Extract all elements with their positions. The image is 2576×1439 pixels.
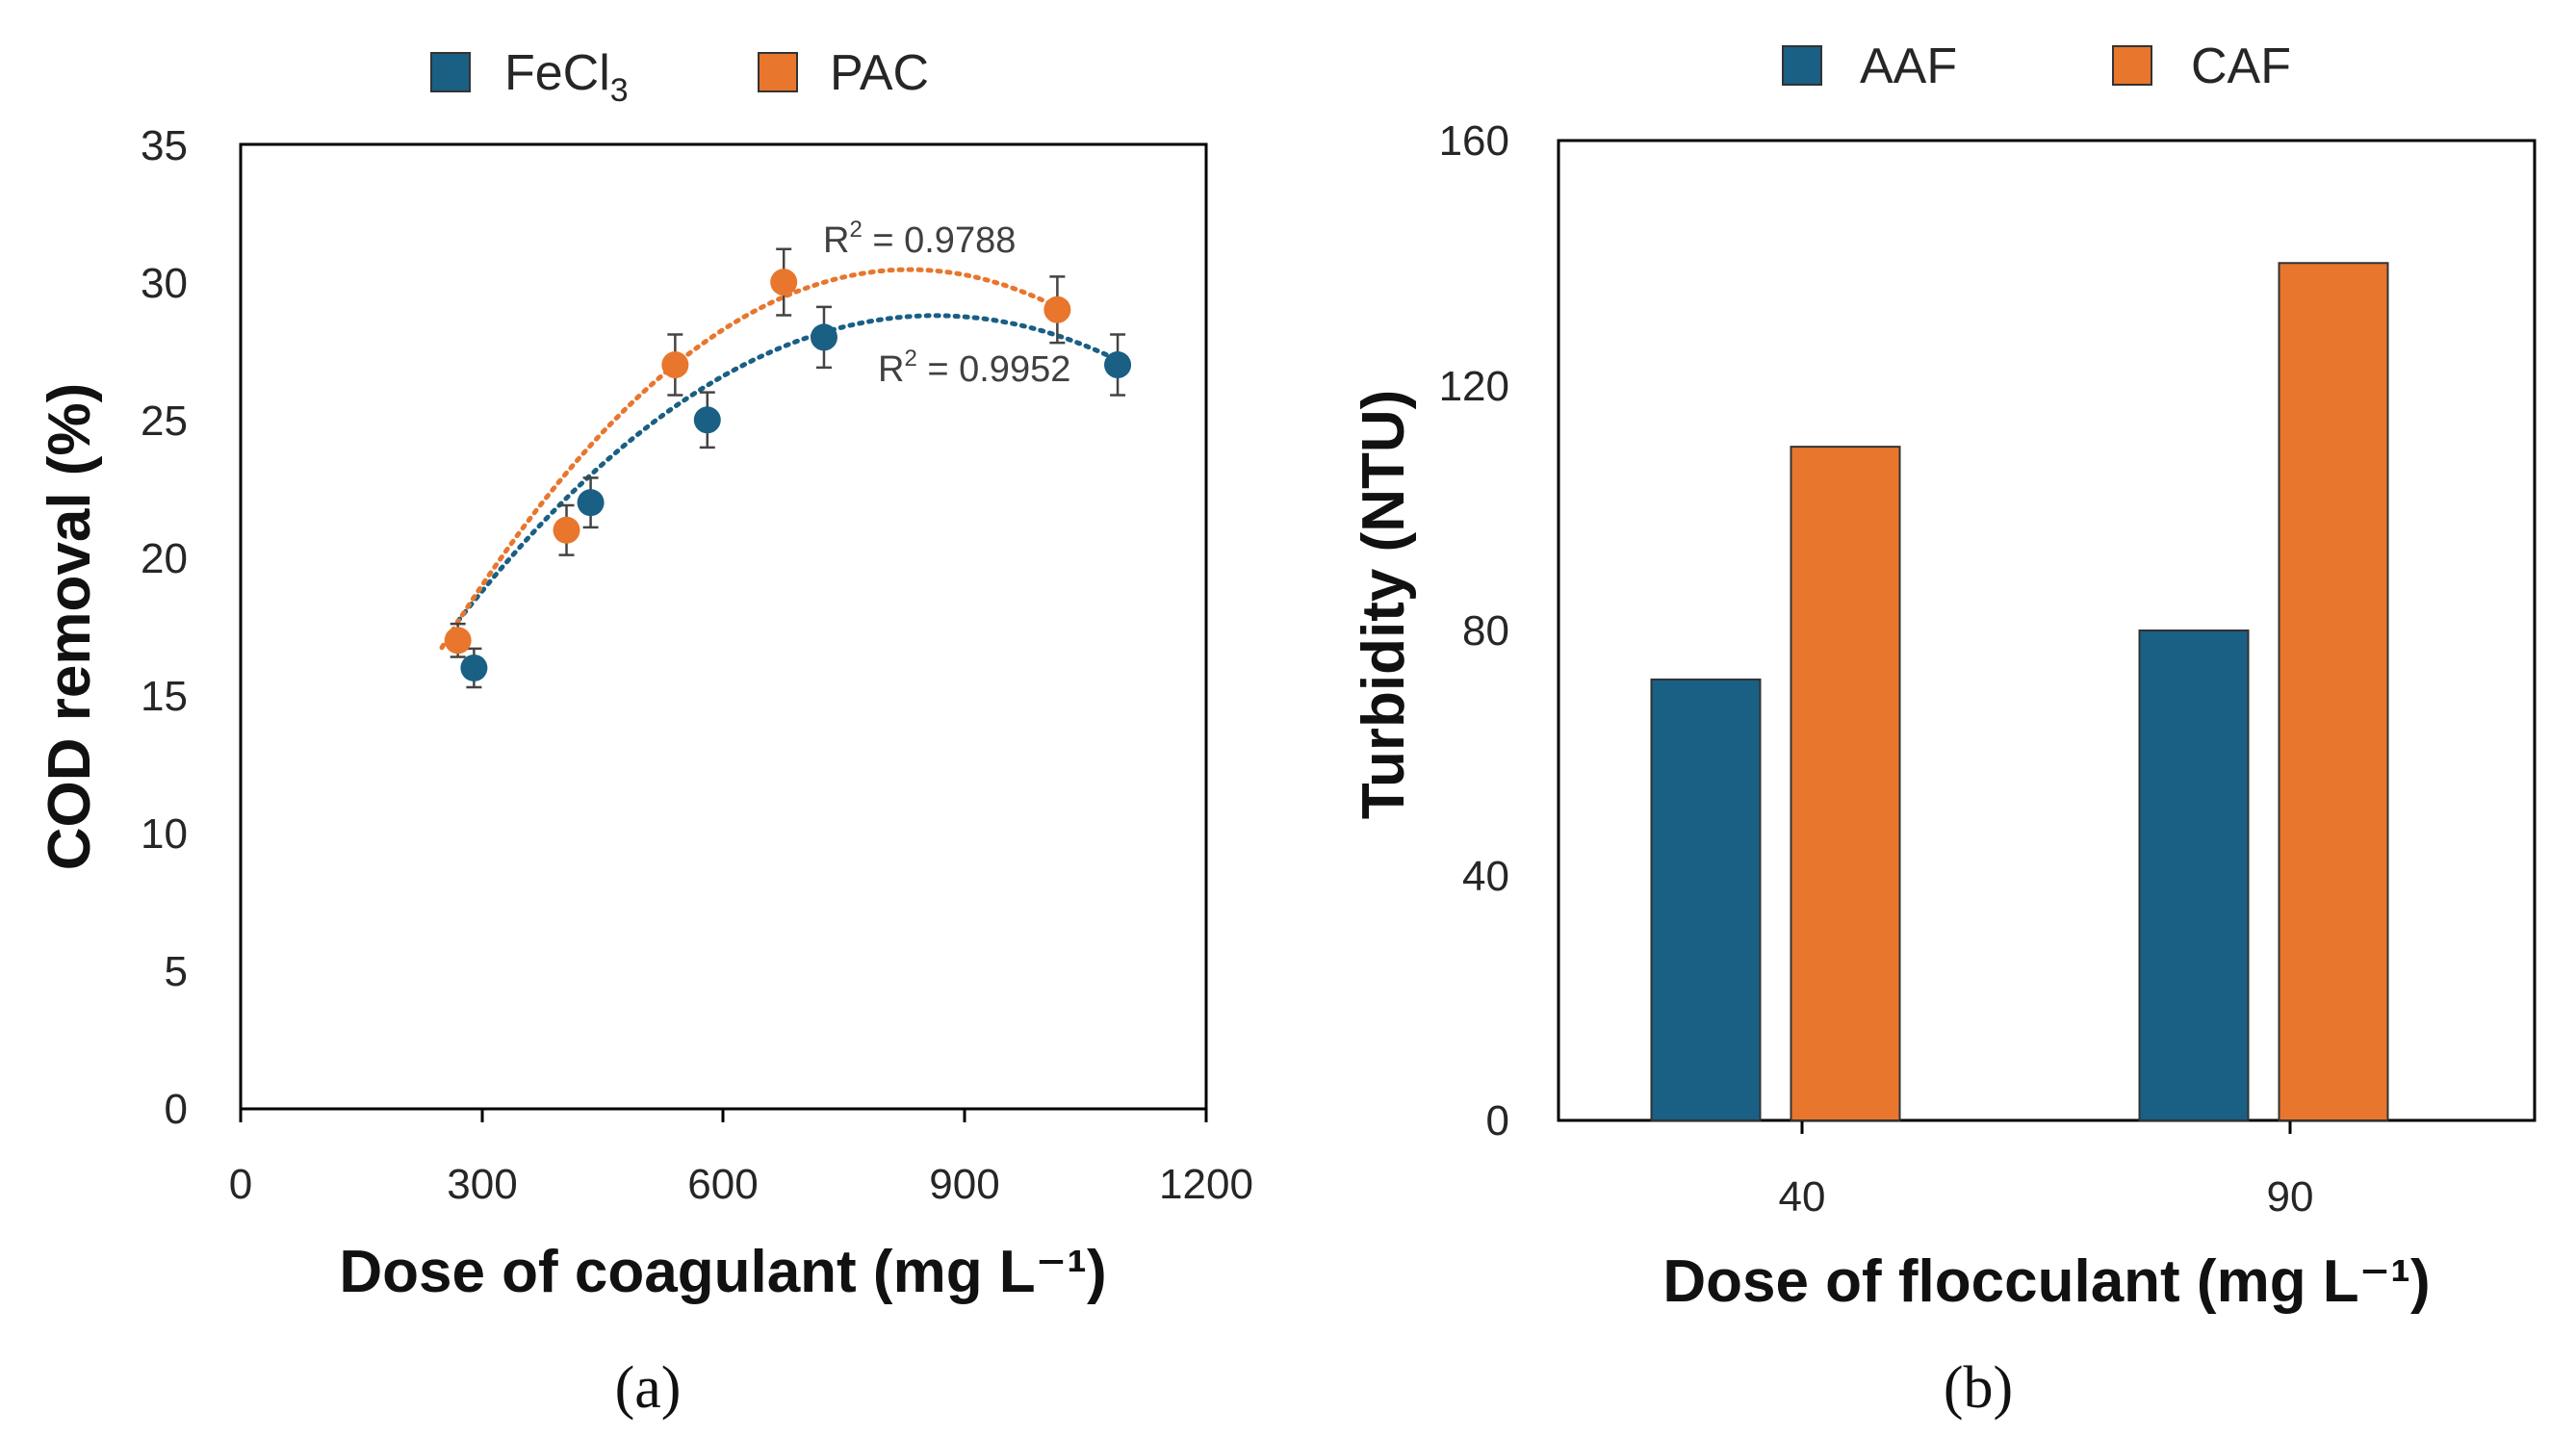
- y-tick-label: 0: [1486, 1097, 1509, 1144]
- legend-a: FeCl3 PAC: [430, 45, 929, 109]
- x-axis-a: 0 300 600 900 1200: [229, 1109, 1253, 1208]
- data-point-fecl3: [1104, 351, 1132, 379]
- y-tick-label: 0: [165, 1086, 188, 1133]
- legend-swatch-pac: [758, 52, 798, 92]
- trendline-fecl3: [455, 313, 1121, 624]
- y-tick-label: 160: [1439, 117, 1509, 165]
- x-axis-title-b: Dose of flocculant (mg L⁻¹): [1662, 1248, 2430, 1315]
- x-tick-label: 900: [929, 1161, 999, 1208]
- y-axis-b: 0 40 80 120 160: [1439, 117, 1509, 1144]
- legend-swatch-caf: [2112, 45, 2152, 86]
- x-tick-label: 300: [447, 1161, 517, 1208]
- legend-label-pac: PAC: [830, 45, 929, 101]
- panel-b: AAF CAF 0 40 80 120 160 40 90 Turbidity …: [1351, 39, 2537, 1421]
- data-point-pac: [444, 627, 472, 655]
- legend-label-aaf: AAF: [1860, 39, 1957, 94]
- x-tick-label: 1200: [1159, 1161, 1253, 1208]
- plot-area-b: [1557, 139, 2537, 1122]
- y-axis-a: 0 5 10 15 20 25 30 35: [141, 122, 188, 1133]
- y-tick-label: 20: [141, 535, 188, 582]
- y-tick-label: 25: [141, 398, 188, 445]
- y-tick-label: 40: [1462, 853, 1509, 900]
- x-tick-label: 0: [229, 1161, 252, 1208]
- panel-label-b: (b): [1944, 1355, 2013, 1421]
- y-axis-title-b: Turbidity (NTU): [1351, 390, 1417, 820]
- y-axis-title-a: COD removal (%): [37, 383, 103, 870]
- data-point-fecl3: [577, 489, 605, 517]
- y-tick-label: 5: [165, 948, 188, 995]
- bar-aaf-90: [2138, 630, 2250, 1121]
- data-point-fecl3: [810, 323, 837, 351]
- legend-label-fecl3: FeCl3: [504, 45, 629, 109]
- y-tick-label: 30: [141, 260, 188, 307]
- x-tick-label: 600: [687, 1161, 758, 1208]
- data-point-pac: [553, 516, 580, 544]
- trendline-pac: [439, 267, 1060, 651]
- data-series-a: [439, 247, 1132, 689]
- bar-caf-40: [1790, 446, 1901, 1121]
- bar-aaf-40: [1650, 678, 1762, 1122]
- legend-label-caf: CAF: [2191, 39, 2291, 94]
- data-point-fecl3: [693, 406, 721, 434]
- data-point-pac: [1043, 296, 1071, 323]
- data-series-b: [1650, 262, 2389, 1122]
- r2-label-pac: R2 = 0.9788: [823, 217, 1016, 261]
- r2-label-fecl3: R2 = 0.9952: [878, 346, 1070, 390]
- x-tick-label: 90: [2267, 1173, 2314, 1221]
- data-point-fecl3: [460, 654, 488, 681]
- x-axis-b: 40 90: [1779, 1120, 2314, 1221]
- legend-swatch-fecl3: [430, 52, 471, 92]
- legend-b: AAF CAF: [1782, 39, 2291, 94]
- y-tick-label: 10: [141, 810, 188, 858]
- y-tick-label: 35: [141, 122, 188, 169]
- legend-swatch-aaf: [1782, 45, 1822, 86]
- panel-a: FeCl3 PAC 0 5 10 15 20 25 30 35 0 300 60…: [37, 45, 1253, 1421]
- data-point-pac: [770, 269, 798, 296]
- y-tick-label: 15: [141, 673, 188, 720]
- data-point-pac: [661, 351, 689, 379]
- plot-area-a: [239, 142, 1208, 1111]
- bar-caf-90: [2278, 262, 2389, 1121]
- x-axis-title-a: Dose of coagulant (mg L⁻¹): [339, 1239, 1106, 1305]
- y-tick-label: 120: [1439, 363, 1509, 410]
- y-tick-label: 80: [1462, 607, 1509, 655]
- panel-label-a: (a): [615, 1355, 682, 1421]
- x-tick-label: 40: [1779, 1173, 1826, 1221]
